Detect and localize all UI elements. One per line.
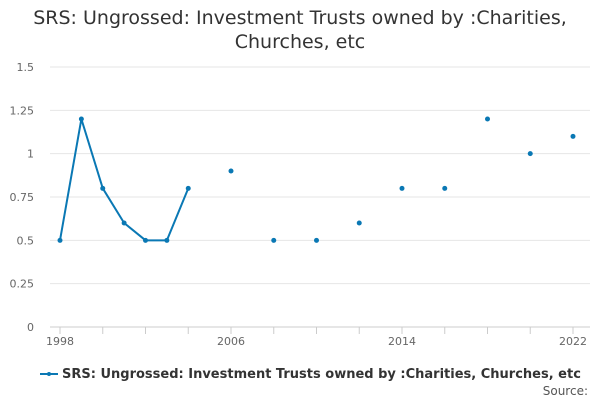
data-point bbox=[57, 237, 63, 243]
chart-title: SRS: Ungrossed: Investment Trusts owned … bbox=[0, 6, 600, 54]
y-tick-label: 1.25 bbox=[10, 104, 35, 117]
data-point bbox=[78, 116, 84, 122]
data-point bbox=[100, 185, 106, 191]
y-tick-label: 1 bbox=[27, 148, 34, 161]
data-point bbox=[442, 185, 448, 191]
data-point bbox=[485, 116, 490, 122]
chart-title-line-2: Churches, etc bbox=[234, 31, 366, 53]
data-point bbox=[271, 237, 277, 243]
data-point bbox=[164, 237, 170, 243]
data-point bbox=[121, 220, 127, 226]
legend-swatch bbox=[40, 368, 58, 380]
x-tick-label: 2006 bbox=[217, 335, 245, 348]
y-tick-label: 0.75 bbox=[10, 191, 35, 204]
data-point bbox=[399, 185, 405, 191]
x-tick-label: 2022 bbox=[559, 335, 587, 348]
data-point bbox=[356, 220, 362, 226]
x-tick-label: 1998 bbox=[46, 335, 74, 348]
legend[interactable]: SRS: Ungrossed: Investment Trusts owned … bbox=[40, 366, 581, 382]
legend-label: SRS: Ungrossed: Investment Trusts owned … bbox=[62, 366, 581, 382]
data-point bbox=[570, 133, 576, 139]
source-label: Source: bbox=[542, 384, 588, 398]
y-tick-label: 0.25 bbox=[10, 278, 35, 291]
data-point bbox=[527, 151, 533, 157]
y-tick-label: 0 bbox=[27, 321, 34, 334]
data-point bbox=[314, 237, 319, 243]
data-point bbox=[228, 168, 234, 174]
x-tick-label: 2014 bbox=[388, 335, 416, 348]
data-point bbox=[143, 237, 148, 243]
data-point bbox=[185, 185, 191, 191]
chart-title-line-1: SRS: Ungrossed: Investment Trusts owned … bbox=[33, 7, 567, 29]
y-tick-label: 1.5 bbox=[17, 61, 35, 74]
y-tick-label: 0.5 bbox=[17, 234, 35, 247]
